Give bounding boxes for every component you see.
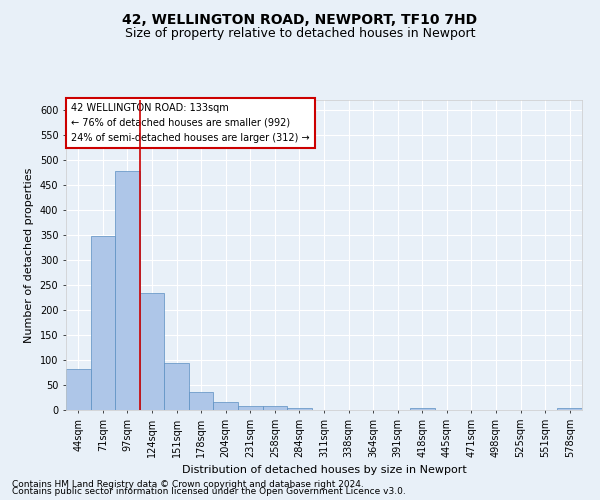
Y-axis label: Number of detached properties: Number of detached properties bbox=[24, 168, 34, 342]
Bar bbox=[214, 402, 238, 410]
Text: 42 WELLINGTON ROAD: 133sqm
← 76% of detached houses are smaller (992)
24% of sem: 42 WELLINGTON ROAD: 133sqm ← 76% of deta… bbox=[71, 103, 310, 142]
Bar bbox=[557, 408, 582, 410]
Bar bbox=[238, 406, 263, 410]
Bar bbox=[115, 170, 140, 410]
Text: Contains public sector information licensed under the Open Government Licence v3: Contains public sector information licen… bbox=[12, 488, 406, 496]
X-axis label: Distribution of detached houses by size in Newport: Distribution of detached houses by size … bbox=[182, 466, 466, 475]
Bar bbox=[66, 369, 91, 410]
Bar bbox=[263, 406, 287, 410]
Bar bbox=[189, 392, 214, 410]
Bar bbox=[410, 408, 434, 410]
Text: Size of property relative to detached houses in Newport: Size of property relative to detached ho… bbox=[125, 28, 475, 40]
Bar bbox=[164, 362, 189, 410]
Bar bbox=[91, 236, 115, 410]
Bar bbox=[287, 408, 312, 410]
Text: Contains HM Land Registry data © Crown copyright and database right 2024.: Contains HM Land Registry data © Crown c… bbox=[12, 480, 364, 489]
Text: 42, WELLINGTON ROAD, NEWPORT, TF10 7HD: 42, WELLINGTON ROAD, NEWPORT, TF10 7HD bbox=[122, 12, 478, 26]
Bar bbox=[140, 293, 164, 410]
